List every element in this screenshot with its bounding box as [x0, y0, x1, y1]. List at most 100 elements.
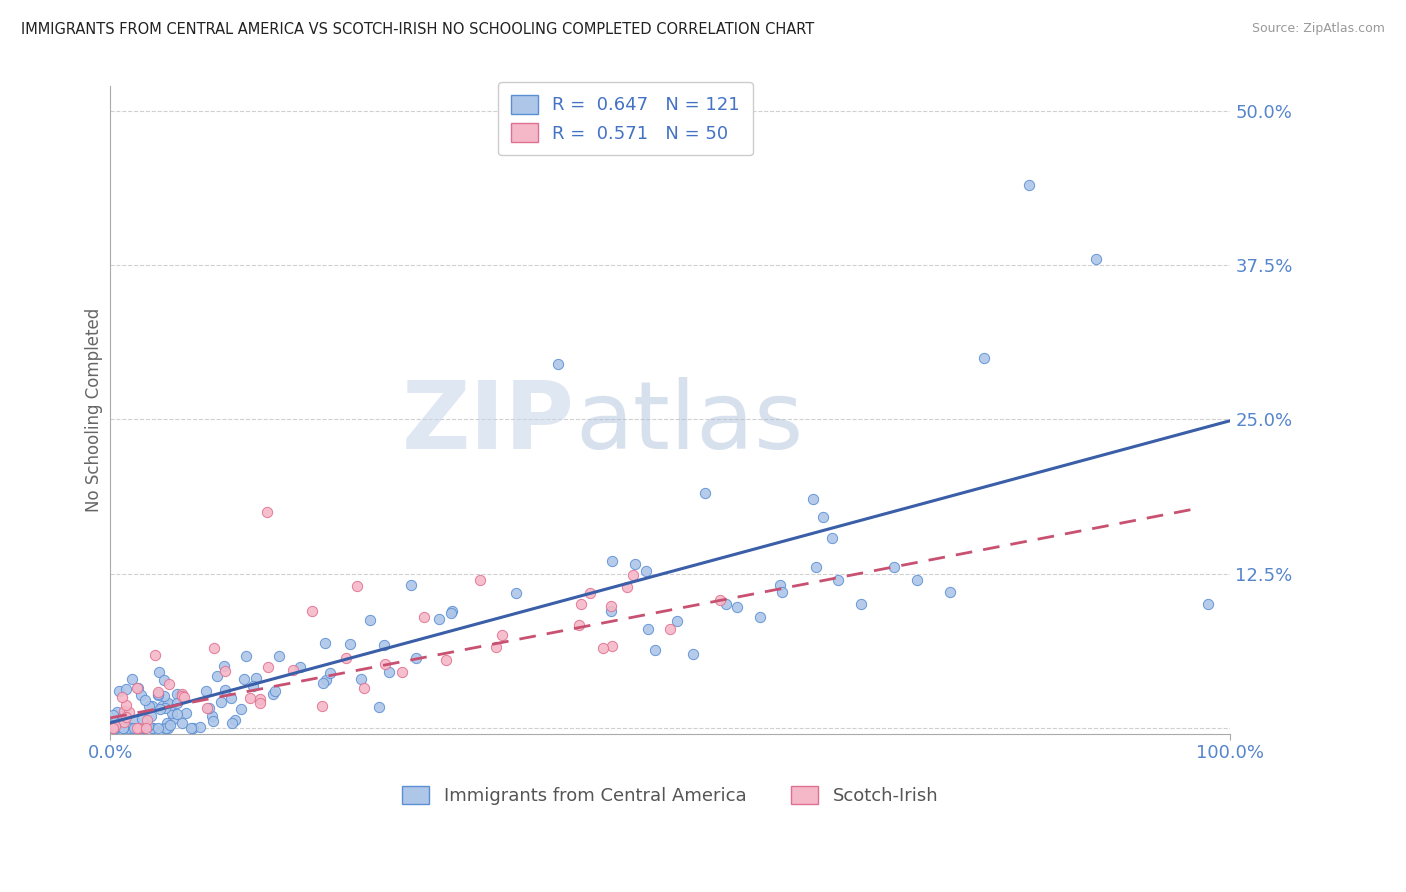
Point [716, 598, 738, 612]
Point [592, 640, 614, 655]
Point [257, 659, 280, 673]
Point [127, 681, 149, 695]
Point [134, 693, 156, 707]
Point [359, 613, 381, 627]
Point [115, 698, 138, 712]
Point [242, 679, 264, 693]
Point [146, 689, 169, 703]
Point [804, 560, 827, 574]
Point [249, 697, 271, 711]
Point [120, 721, 142, 735]
Point [156, 715, 179, 730]
Point [770, 585, 793, 599]
Point [623, 557, 645, 571]
Point [153, 721, 176, 735]
Text: IMMIGRANTS FROM CENTRAL AMERICA VS SCOTCH-IRISH NO SCHOOLING COMPLETED CORRELATI: IMMIGRANTS FROM CENTRAL AMERICA VS SCOTC… [21, 22, 814, 37]
Point [374, 657, 396, 671]
Point [104, 718, 127, 732]
Point [231, 702, 253, 716]
Point [849, 598, 872, 612]
Point [195, 683, 218, 698]
Point [637, 622, 659, 636]
Point [156, 721, 179, 735]
Point [128, 721, 150, 735]
Point [567, 617, 589, 632]
Point [131, 712, 153, 726]
Point [149, 702, 172, 716]
Text: atlas: atlas [575, 377, 803, 469]
Point [905, 573, 928, 587]
Point [339, 637, 361, 651]
Point [939, 585, 962, 599]
Point [118, 705, 141, 719]
Point [434, 653, 457, 667]
Point [600, 554, 623, 568]
Point [569, 598, 592, 612]
Point [202, 714, 225, 728]
Point [314, 636, 336, 650]
Point [391, 665, 413, 680]
Point [813, 510, 835, 524]
Point [1197, 598, 1219, 612]
Point [269, 649, 291, 664]
Point [111, 721, 134, 735]
Point [439, 607, 461, 621]
Point [157, 696, 180, 710]
Point [105, 721, 128, 735]
Point [621, 568, 644, 582]
Point [405, 651, 427, 665]
Point [264, 684, 287, 698]
Point [135, 721, 157, 735]
Point [335, 650, 357, 665]
Point [101, 707, 124, 722]
Point [616, 580, 638, 594]
Point [132, 721, 155, 735]
Point [349, 673, 371, 687]
Point [127, 681, 149, 696]
Point [1018, 178, 1040, 192]
Legend: Immigrants from Central America, Scotch-Irish: Immigrants from Central America, Scotch-… [395, 779, 946, 813]
Point [159, 698, 181, 712]
Point [169, 688, 191, 702]
Point [709, 592, 731, 607]
Point [973, 351, 995, 365]
Point [353, 681, 375, 695]
Point [122, 713, 145, 727]
Point [148, 665, 170, 679]
Point [180, 721, 202, 735]
Point [412, 609, 434, 624]
Point [256, 505, 278, 519]
Point [693, 486, 716, 500]
Point [205, 669, 228, 683]
Point [311, 698, 333, 713]
Point [181, 721, 204, 735]
Point [112, 721, 135, 735]
Point [162, 706, 184, 721]
Point [221, 716, 243, 731]
Point [159, 718, 181, 732]
Point [505, 585, 527, 599]
Point [173, 690, 195, 704]
Point [301, 604, 323, 618]
Point [311, 676, 333, 690]
Point [214, 664, 236, 678]
Point [212, 659, 235, 673]
Point [146, 684, 169, 698]
Point [162, 712, 184, 726]
Point [195, 701, 218, 715]
Point [155, 700, 177, 714]
Point [155, 721, 177, 735]
Point [209, 696, 232, 710]
Point [634, 564, 657, 578]
Point [166, 707, 188, 722]
Point [108, 684, 131, 698]
Point [127, 721, 149, 735]
Point [827, 573, 849, 587]
Point [769, 578, 792, 592]
Point [112, 709, 135, 723]
Point [249, 691, 271, 706]
Point [170, 716, 193, 731]
Point [468, 573, 491, 587]
Point [104, 721, 127, 735]
Point [170, 687, 193, 701]
